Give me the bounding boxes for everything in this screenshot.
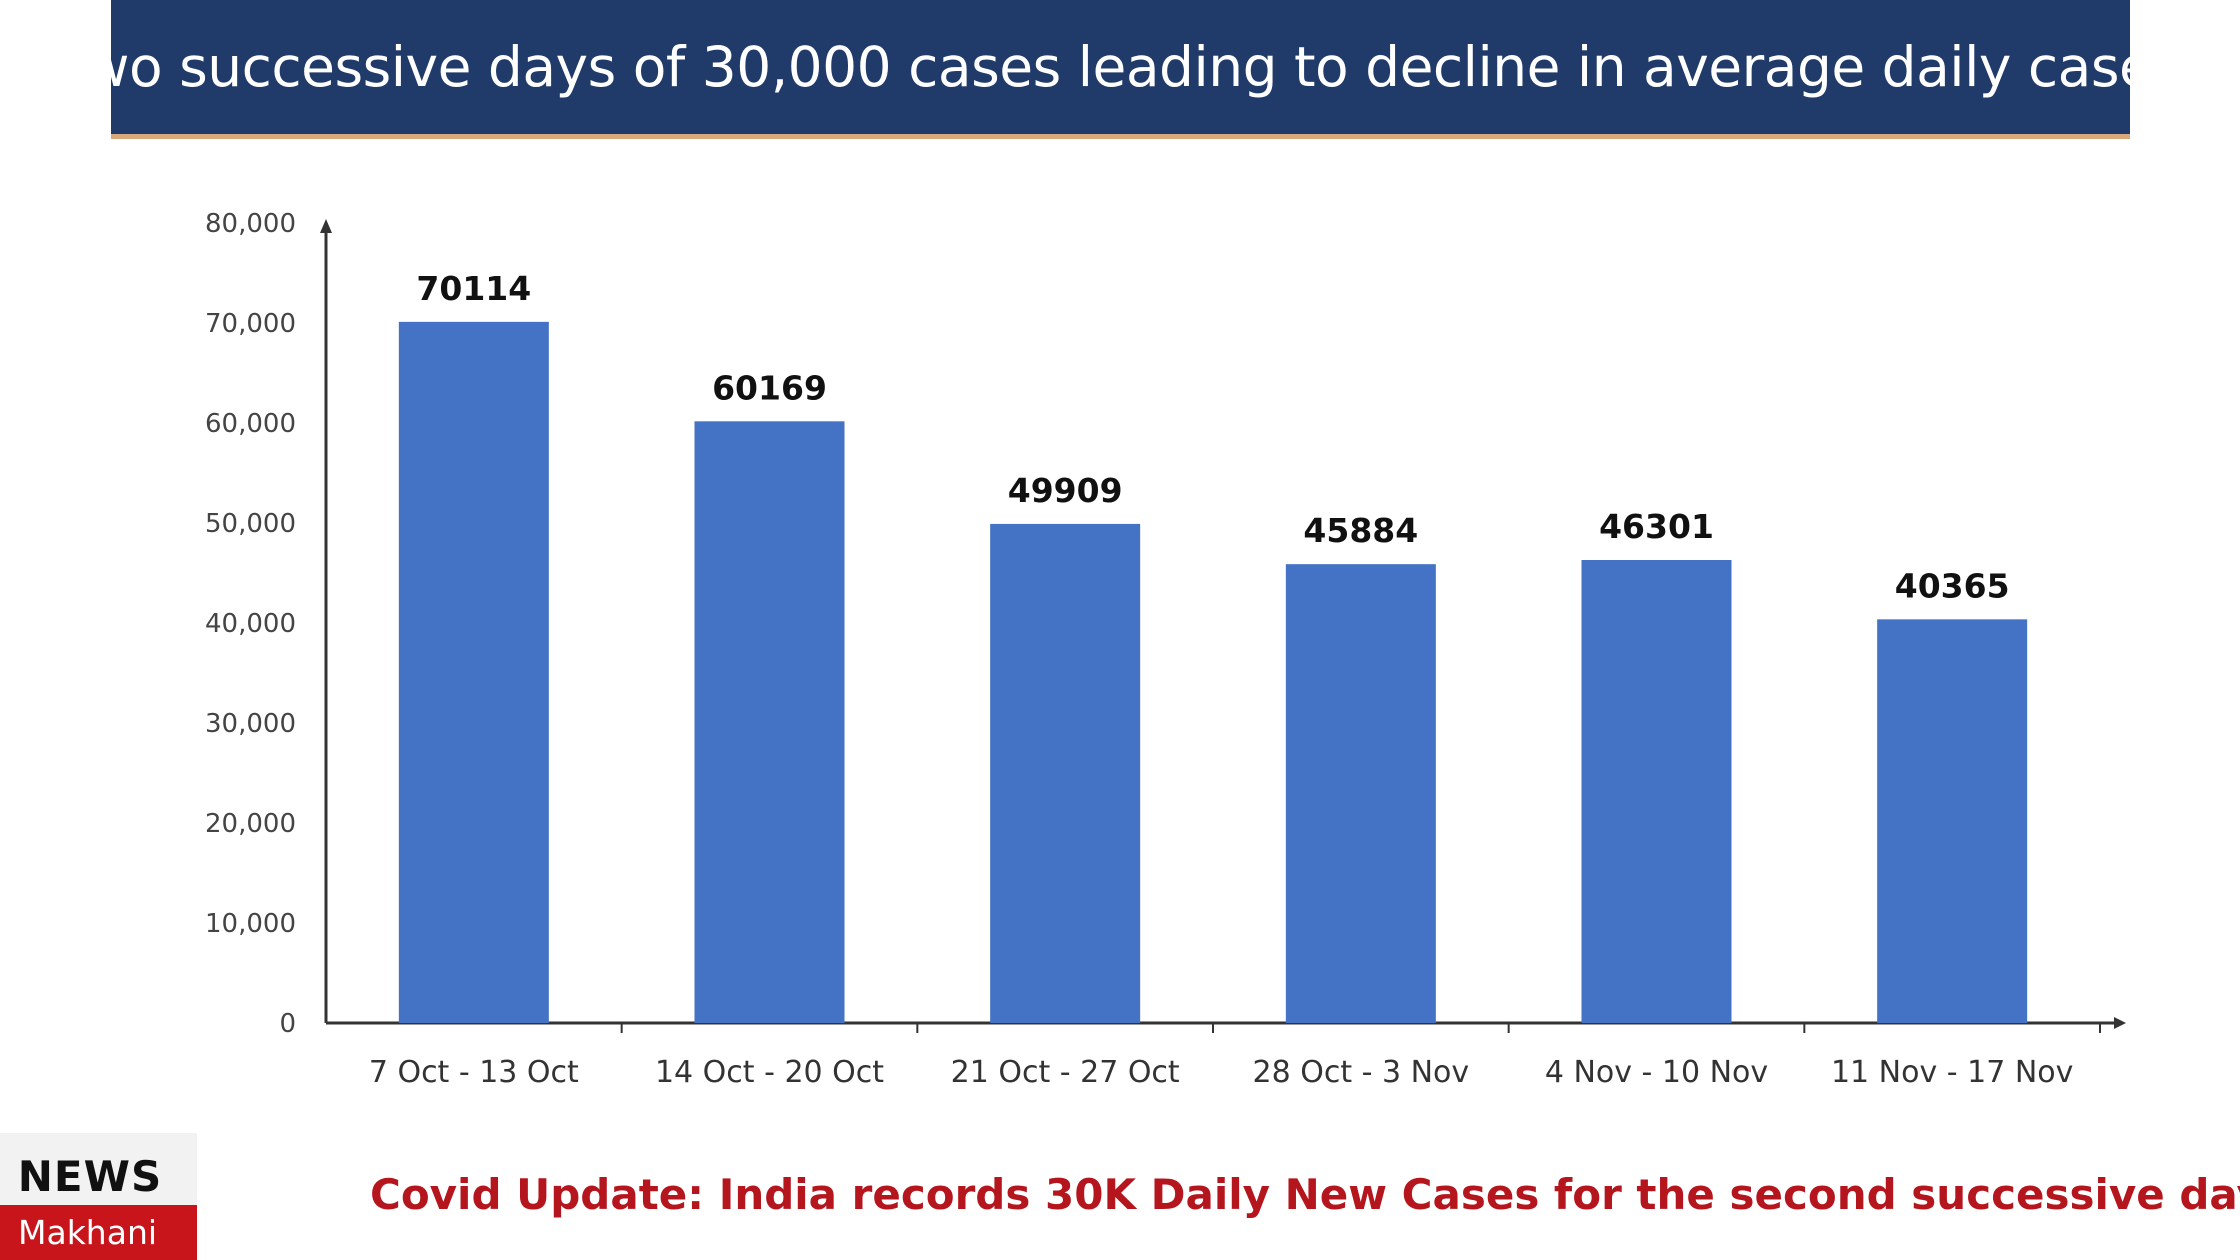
y-tick-label: 30,000	[205, 709, 296, 739]
newsmakhani-logo: NEWS Makhani	[0, 1133, 197, 1260]
y-axis-arrow	[320, 219, 332, 233]
x-category-label: 11 Nov - 17 Nov	[1831, 1055, 2073, 1090]
bar	[1877, 619, 2028, 1023]
x-category-label: 4 Nov - 10 Nov	[1545, 1055, 1768, 1090]
bar	[694, 421, 845, 1023]
y-tick-label: 10,000	[205, 909, 296, 939]
data-label: 70114	[416, 269, 531, 308]
y-tick-label: 70,000	[205, 309, 296, 339]
bar	[1285, 564, 1436, 1023]
bar-chart: 0 10,000 20,000 30,000 40,000 50,000 60,000 70,…	[205, 209, 2126, 1090]
bar	[398, 321, 549, 1023]
y-tick-label: 40,000	[205, 609, 296, 639]
data-label: 40365	[1895, 566, 2010, 605]
x-category-label: 14 Oct - 20 Oct	[655, 1055, 884, 1090]
logo-news-text: NEWS	[17, 1151, 163, 1201]
data-label: 46301	[1599, 507, 1714, 546]
data-label: 45884	[1303, 511, 1418, 550]
data-label: 60169	[712, 368, 827, 407]
title-banner: Two successive days of 30,000 cases lead…	[61, 0, 2181, 139]
x-category-label: 7 Oct - 13 Oct	[369, 1055, 579, 1090]
y-tick-label: 50,000	[205, 509, 296, 539]
y-tick-label: 80,000	[205, 209, 296, 239]
chart-title: Two successive days of 30,000 cases lead…	[60, 35, 2181, 99]
bar	[1581, 559, 1732, 1023]
bar	[990, 523, 1141, 1023]
y-tick-label: 20,000	[205, 809, 296, 839]
news-caption: Covid Update: India records 30K Daily Ne…	[370, 1170, 2240, 1219]
logo-makhani-text: Makhani	[18, 1213, 158, 1252]
x-category-label: 21 Oct - 27 Oct	[951, 1055, 1180, 1090]
data-label: 49909	[1008, 471, 1123, 510]
x-category-label: 28 Oct - 3 Nov	[1253, 1055, 1470, 1090]
x-axis-arrow	[2114, 1017, 2126, 1029]
y-tick-label: 60,000	[205, 409, 296, 439]
y-tick-label: 0	[279, 1009, 296, 1039]
